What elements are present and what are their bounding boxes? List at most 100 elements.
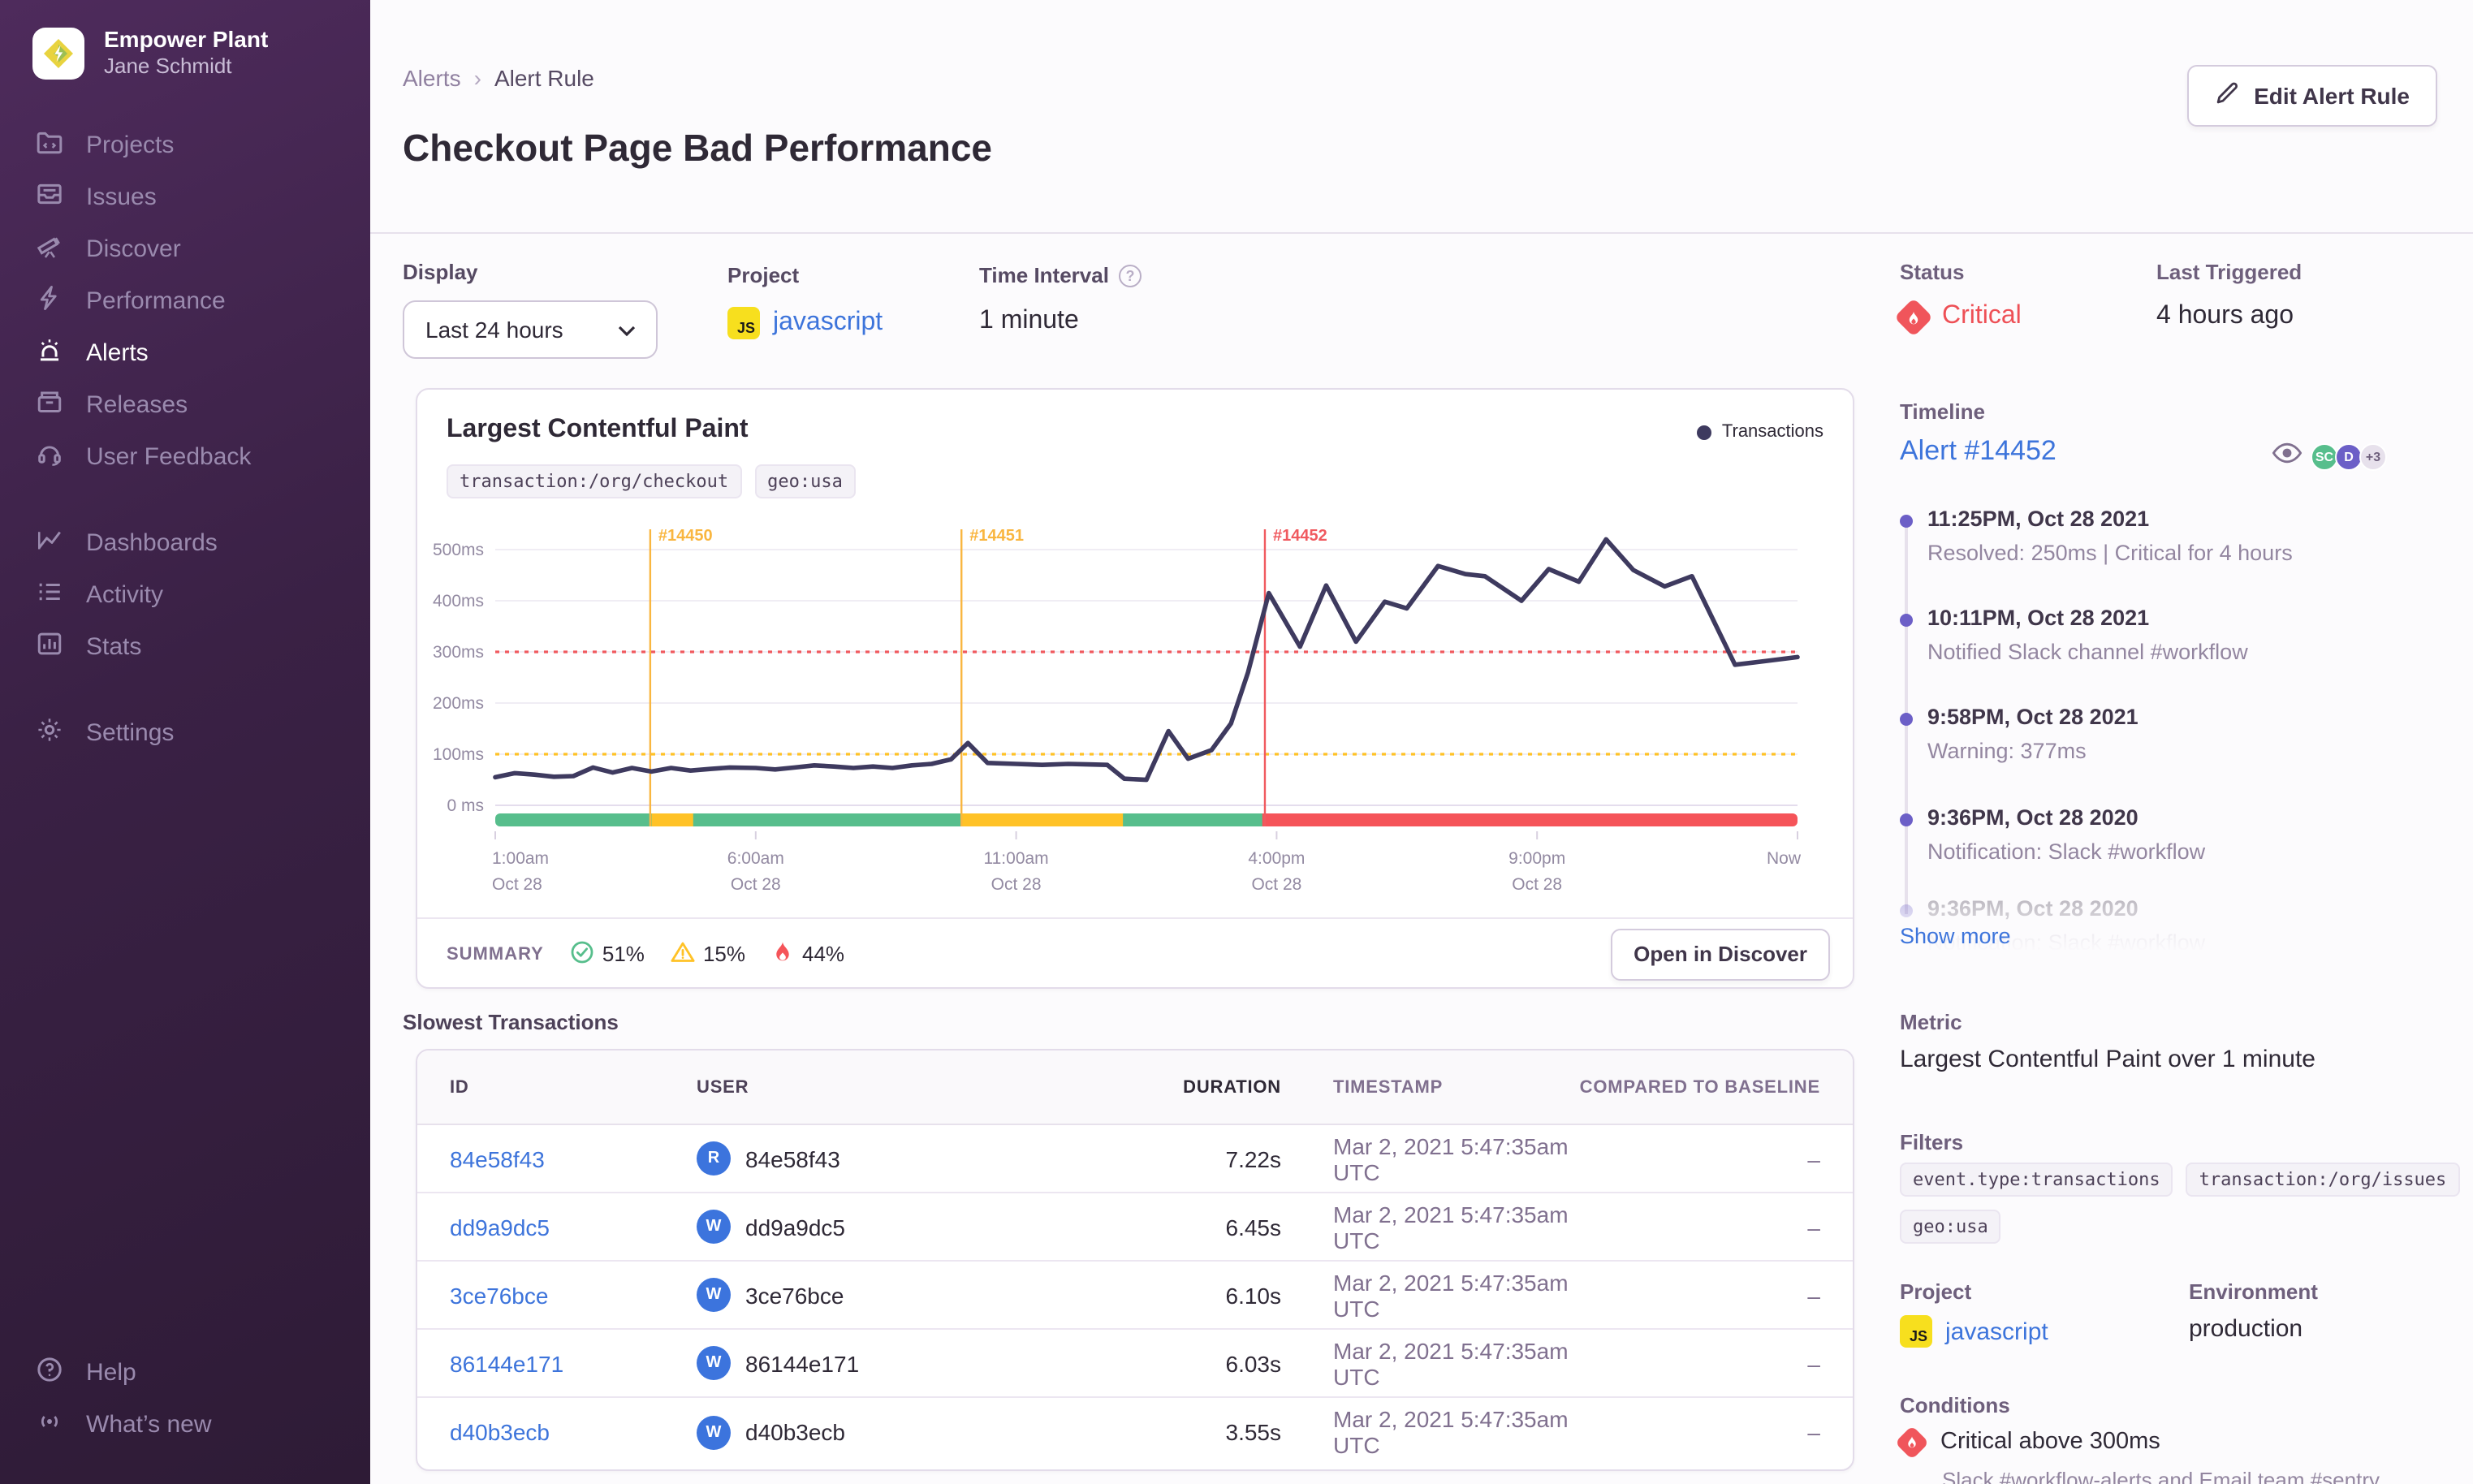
primary-nav: Projects Issues Discover Performance Ale… [0,119,370,758]
sidebar-item-discover[interactable]: Discover [0,222,370,274]
sidebar-item-activity[interactable]: Activity [0,568,370,620]
open-in-discover-button[interactable]: Open in Discover [1611,928,1830,980]
fire-icon [771,939,794,968]
transaction-id-link[interactable]: dd9a9dc5 [450,1214,550,1240]
avatar[interactable]: +3 [2359,443,2387,471]
svg-text:11:00am: 11:00am [984,849,1049,868]
svg-text:#14451: #14451 [969,527,1024,545]
timeline-dot-icon [1900,515,1913,528]
avatar: W [697,1415,731,1449]
sidebar-item-dashboards[interactable]: Dashboards [0,516,370,568]
timeline-entry-faded: 9:36PM, Oct 28 2020 Notification: Slack … [1900,896,2452,955]
sidebar-footer: Help What’s new [0,1346,370,1450]
table-row: 3ce76bce W 3ce76bce 6.10s Mar 2, 2021 5:4… [417,1262,1853,1330]
filter-pills: event.type:transactions transaction:/org… [1900,1163,2473,1244]
page-title: Checkout Page Bad Performance [403,127,993,169]
show-more-link[interactable]: Show more [1900,924,2011,948]
issues-icon [36,179,63,214]
sidebar-item-label: Discover [86,235,181,262]
sidebar-item-releases[interactable]: Releases [0,378,370,430]
tag-transaction: transaction:/org/checkout [447,464,742,498]
filters-label: Filters [1900,1130,1964,1154]
telescope-icon [36,231,63,265]
sidebar-item-label: Alerts [86,339,149,366]
svg-text:1:00am: 1:00am [492,849,549,868]
filter-pill: transaction:/org/issues [2186,1163,2460,1197]
chart-legend: Transactions [1697,422,1823,442]
sidebar-item-stats[interactable]: Stats [0,620,370,672]
filter-pill: event.type:transactions [1900,1163,2173,1197]
svg-text:Oct 28: Oct 28 [1251,875,1301,894]
sidebar-item-projects[interactable]: Projects [0,119,370,170]
main-content: Alerts › Alert Rule Checkout Page Bad Pe… [370,0,2473,1484]
avatar[interactable]: D [2335,443,2363,471]
transaction-id-link[interactable]: d40b3ecb [450,1419,550,1445]
project-label: Project [1900,1279,1972,1304]
warning-triangle-icon [671,939,695,968]
alert-number-link[interactable]: Alert #14452 [1900,435,2057,466]
pencil-icon [2215,81,2239,110]
eye-icon [2272,442,2303,472]
chart-title: Largest Contentful Paint [447,416,749,443]
avatar: W [697,1346,731,1380]
display-control: Display Last 24 hours [403,260,658,359]
slowest-transactions-heading: Slowest Transactions [403,1010,619,1034]
display-dropdown[interactable]: Last 24 hours [403,300,658,359]
svg-text:500ms: 500ms [433,541,484,559]
svg-text:Oct 28: Oct 28 [1512,875,1562,894]
time-interval-control: Time Interval? 1 minute [979,263,1142,336]
edit-alert-rule-button[interactable]: Edit Alert Rule [2187,65,2437,127]
sidebar: Empower Plant Jane Schmidt Projects Issu… [0,0,370,1484]
transaction-id-link[interactable]: 84e58f43 [450,1145,545,1171]
chevron-right-icon: › [473,65,481,91]
time-interval-label: Time Interval? [979,263,1142,287]
timeline-dot-icon [1900,904,1913,917]
timeline-dot-icon [1900,813,1913,826]
sidebar-item-settings[interactable]: Settings [0,706,370,758]
sidebar-item-label: Dashboards [86,528,218,556]
timeline-dot-icon [1900,614,1913,627]
table-row: 84e58f43 R 84e58f43 7.22s Mar 2, 2021 5:4… [417,1125,1853,1193]
sidebar-item-issues[interactable]: Issues [0,170,370,222]
gear-icon [36,715,63,749]
svg-text:6:00am: 6:00am [727,849,784,868]
sidebar-item-whats-new[interactable]: What’s new [0,1398,370,1450]
timeline-participants: SC D +3 [2272,442,2387,472]
help-circle-icon[interactable]: ? [1118,265,1142,287]
tag-geo: geo:usa [754,464,856,498]
sidebar-item-user-feedback[interactable]: User Feedback [0,430,370,482]
svg-text:Oct 28: Oct 28 [991,875,1042,894]
summary-critical: 44% [771,939,844,968]
svg-text:4:00pm: 4:00pm [1248,849,1305,868]
javascript-platform-icon: JS [1900,1315,1932,1348]
archive-icon [36,387,63,421]
transaction-id-link[interactable]: 3ce76bce [450,1282,549,1308]
avatar[interactable]: SC [2311,443,2338,471]
timeline-entry: 10:11PM, Oct 28 2021 Notified Slack chan… [1900,606,2452,664]
sidebar-item-label: Releases [86,390,188,418]
condition-actions: Slack #workflow-alerts and Email team #s… [1942,1468,2380,1484]
sidebar-item-help[interactable]: Help [0,1346,370,1398]
sidebar-item-alerts[interactable]: Alerts [0,326,370,378]
transaction-id-link[interactable]: 86144e171 [450,1350,564,1376]
sidebar-item-label: Activity [86,580,164,608]
sidebar-item-performance[interactable]: Performance [0,274,370,326]
svg-text:9:00pm: 9:00pm [1508,849,1565,868]
project-link[interactable]: javascript [773,308,883,336]
sidebar-item-label: Stats [86,632,142,660]
org-switcher[interactable]: Empower Plant Jane Schmidt [0,0,370,80]
nav-divider [0,672,370,706]
breadcrumb-alerts[interactable]: Alerts [403,65,461,91]
status-badge: Critical [1942,302,2022,330]
transactions-table: ID USER DURATION TIMESTAMP COMPARED TO B… [416,1049,1854,1471]
svg-text:#14452: #14452 [1273,527,1327,545]
project-control: Project JS javascript [727,263,883,339]
environment-label: Environment [2189,1279,2318,1304]
list-icon [36,577,63,611]
card-divider [417,917,1853,919]
broadcast-icon [36,1407,63,1441]
svg-text:0 ms: 0 ms [447,796,484,815]
nav-divider [0,482,370,516]
project-link[interactable]: javascript [1945,1318,2048,1345]
